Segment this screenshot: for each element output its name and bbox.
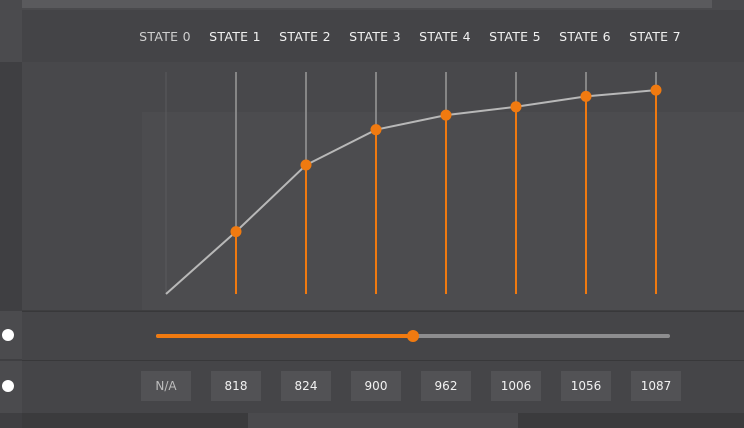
state-point-5[interactable] <box>510 101 522 113</box>
state-label-6[interactable]: STATE 6 <box>559 29 611 44</box>
slider-row-bullet-icon[interactable] <box>2 329 14 341</box>
state-point-2[interactable] <box>300 159 312 171</box>
top-strip-panel <box>22 0 712 8</box>
curve-svg[interactable] <box>22 62 744 310</box>
state-label-4[interactable]: STATE 4 <box>419 29 471 44</box>
state-point-6[interactable] <box>580 90 592 102</box>
response-curve-line <box>165 89 657 295</box>
left-column <box>0 10 22 428</box>
level-slider[interactable] <box>22 312 744 360</box>
state-label-7[interactable]: STATE 7 <box>629 29 681 44</box>
state-value-7[interactable]: 1087 <box>631 371 681 401</box>
state-label-0[interactable]: STATE 0 <box>139 29 191 44</box>
state-value-0[interactable]: N/A <box>141 371 191 401</box>
slider-row <box>2 311 744 361</box>
values-row: N/A 818 824 900 962 1006 1056 1087 <box>2 361 744 413</box>
state-label-2[interactable]: STATE 2 <box>279 29 331 44</box>
response-curve-chart <box>22 62 744 310</box>
bottom-strip-panel <box>248 413 518 428</box>
bottom-strip <box>22 413 744 428</box>
state-value-1[interactable]: 818 <box>211 371 261 401</box>
state-value-3[interactable]: 900 <box>351 371 401 401</box>
chart-background-panel <box>142 112 744 310</box>
state-label-5[interactable]: STATE 5 <box>489 29 541 44</box>
state-value-5[interactable]: 1006 <box>491 371 541 401</box>
state-value-2[interactable]: 824 <box>281 371 331 401</box>
state-point-7[interactable] <box>650 84 662 96</box>
state-value-6[interactable]: 1056 <box>561 371 611 401</box>
state-point-1[interactable] <box>230 226 242 238</box>
state-label-3[interactable]: STATE 3 <box>349 29 401 44</box>
left-header-cell <box>0 10 22 62</box>
state-value-4[interactable]: 962 <box>421 371 471 401</box>
top-strip <box>0 0 744 10</box>
state-header-row: STATE 0 STATE 1 STATE 2 STATE 3 STATE 4 … <box>22 10 744 63</box>
state-label-1[interactable]: STATE 1 <box>209 29 261 44</box>
slider-knob[interactable] <box>407 330 419 342</box>
state-point-3[interactable] <box>370 124 382 136</box>
state-point-4[interactable] <box>440 109 452 121</box>
values-row-bullet-icon[interactable] <box>2 380 14 392</box>
